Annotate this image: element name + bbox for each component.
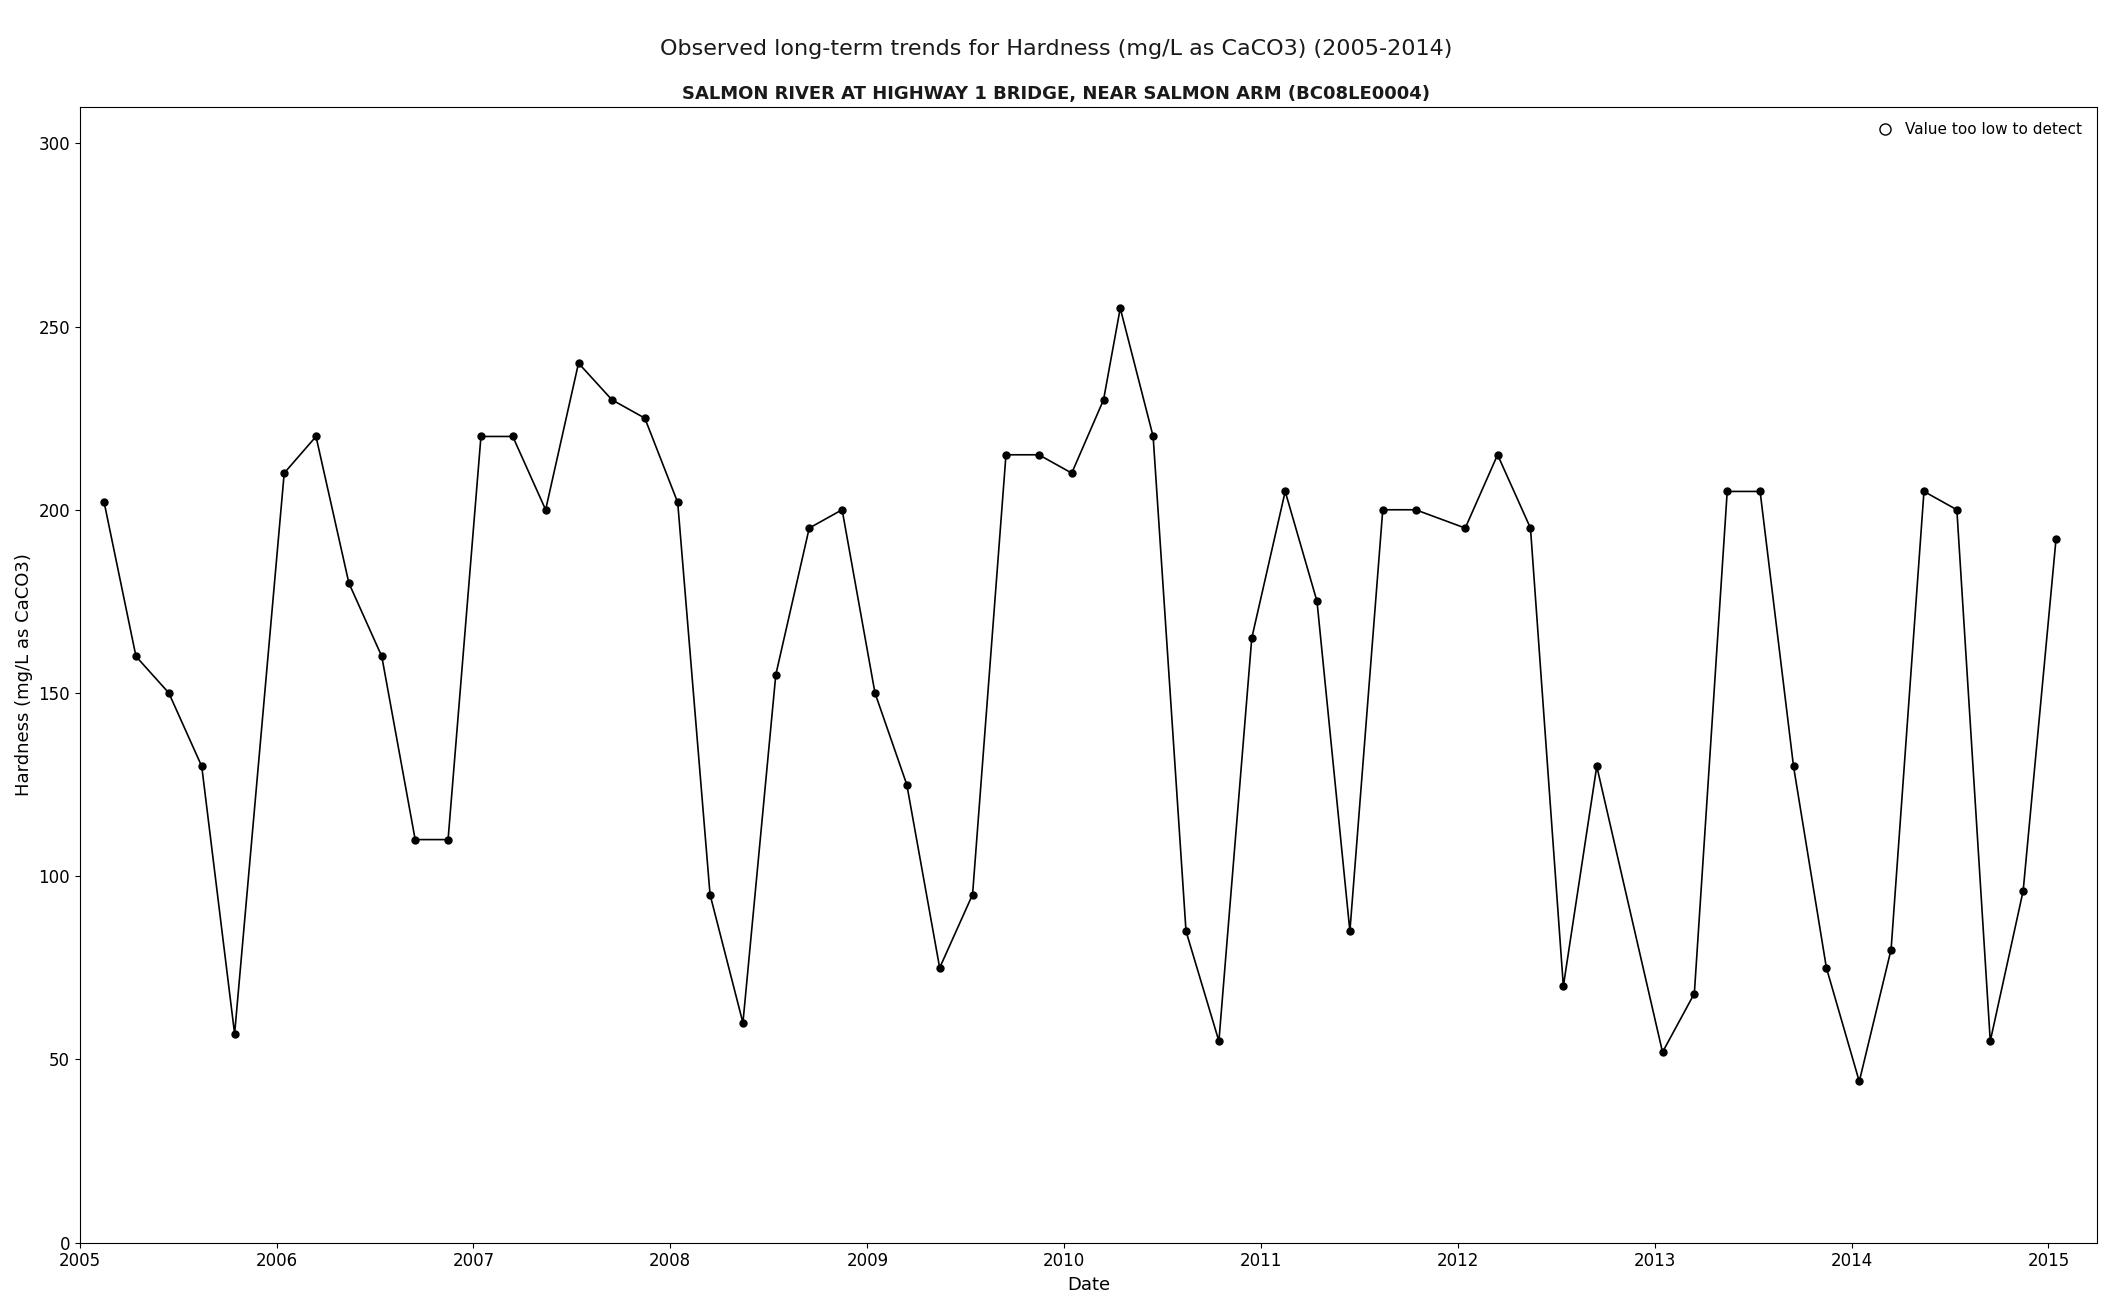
Text: SALMON RIVER AT HIGHWAY 1 BRIDGE, NEAR SALMON ARM (BC08LE0004): SALMON RIVER AT HIGHWAY 1 BRIDGE, NEAR S…	[682, 85, 1430, 103]
Text: Observed long-term trends for Hardness (mg/L as CaCO3) (2005-2014): Observed long-term trends for Hardness (…	[659, 39, 1453, 59]
Legend: Value too low to detect: Value too low to detect	[1869, 114, 2089, 144]
Y-axis label: Hardness (mg/L as CaCO3): Hardness (mg/L as CaCO3)	[15, 554, 34, 796]
X-axis label: Date: Date	[1067, 1276, 1111, 1295]
